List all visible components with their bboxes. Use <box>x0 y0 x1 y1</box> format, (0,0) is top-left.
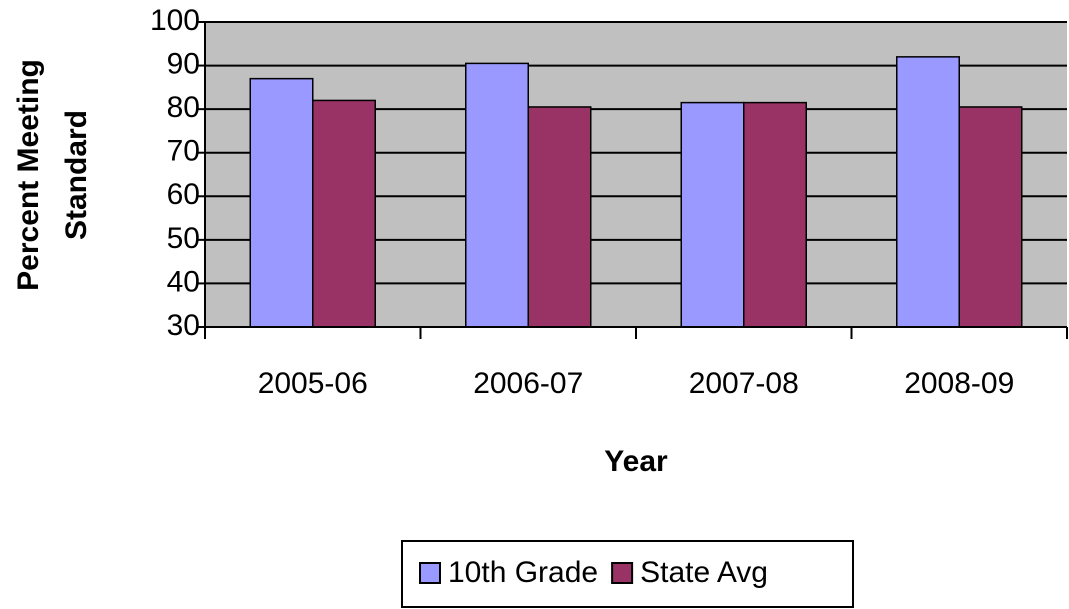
y-tick-label: 50 <box>167 222 200 255</box>
bar <box>312 99 376 328</box>
y-axis-label: Percent Meeting <box>12 59 45 291</box>
bar <box>249 77 314 328</box>
bar <box>743 101 807 328</box>
y-tick-label: 70 <box>167 135 200 168</box>
bar <box>680 101 745 328</box>
y-tick-label: 60 <box>167 178 200 211</box>
y-tick-label: 90 <box>167 47 200 80</box>
x-tick-label: 2008-09 <box>904 367 1014 400</box>
x-tick-label: 2007-08 <box>689 367 799 400</box>
y-tick-label: 30 <box>167 309 200 342</box>
y-tick-label: 40 <box>167 265 200 298</box>
legend-swatch <box>611 562 634 584</box>
x-axis-label: Year <box>604 445 668 478</box>
bar <box>958 106 1023 328</box>
legend-label: State Avg <box>640 556 768 589</box>
bar <box>896 56 961 328</box>
y-tick-label: 100 <box>150 4 200 37</box>
bar <box>527 106 592 328</box>
bar <box>465 62 530 328</box>
legend-swatch <box>419 562 441 584</box>
y-axis-label: Standard <box>60 110 93 240</box>
x-tick-label: 2005-06 <box>258 367 368 400</box>
y-tick-label: 80 <box>167 91 200 124</box>
legend-label: 10th Grade <box>448 556 598 589</box>
x-tick-label: 2006-07 <box>473 367 583 400</box>
